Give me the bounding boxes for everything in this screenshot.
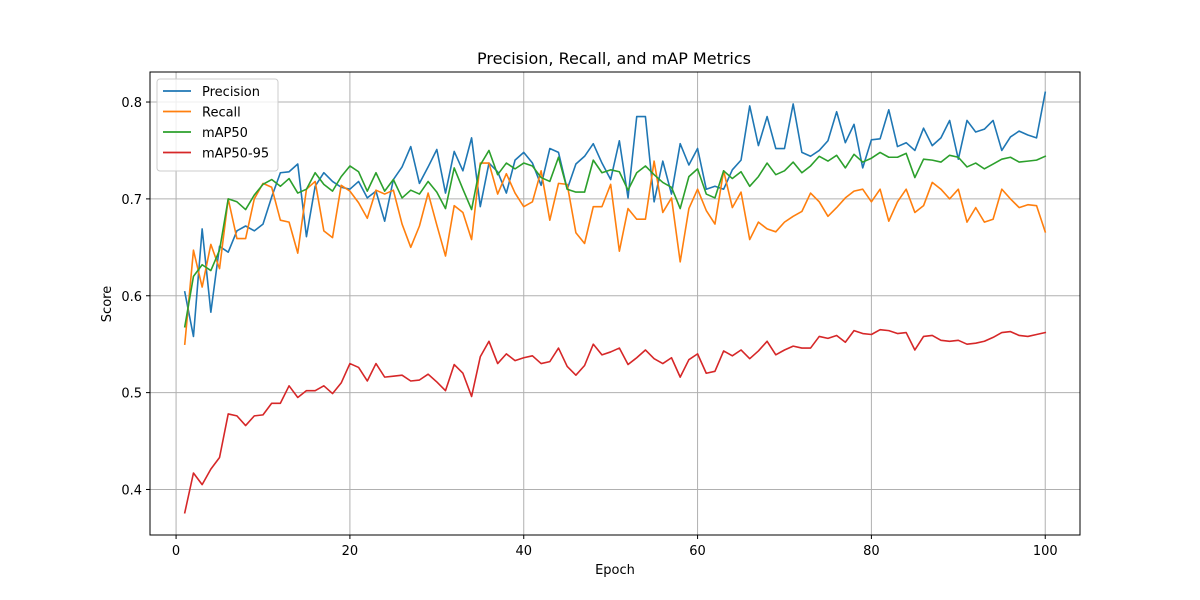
x-axis-label: Epoch — [595, 563, 635, 578]
series-line-precision — [183, 91, 1047, 338]
x-tick-label: 20 — [342, 544, 359, 559]
y-tick-label: 0.4 — [121, 483, 142, 498]
legend-label: Recall — [202, 106, 241, 121]
grid-lines — [150, 72, 1080, 535]
y-tick-label: 0.7 — [121, 193, 142, 208]
y-axis-label: Score — [100, 286, 115, 322]
legend-label: mAP50-95 — [202, 147, 269, 162]
chart-title: Precision, Recall, and mAP Metrics — [477, 49, 751, 68]
legend-label: mAP50 — [202, 126, 248, 141]
x-axis: 0 20 40 60 80 100 — [172, 535, 1058, 559]
x-tick-label: 0 — [172, 544, 180, 559]
y-tick-label: 0.8 — [121, 96, 142, 111]
series-line-recall — [183, 160, 1047, 346]
legend-label: Precision — [202, 85, 260, 100]
x-tick-label: 100 — [1033, 544, 1058, 559]
series-layer — [183, 91, 1047, 514]
legend-box — [156, 78, 279, 172]
series-line-map50-95 — [183, 328, 1047, 514]
y-tick-label: 0.6 — [121, 290, 142, 305]
series-line-map50 — [183, 149, 1047, 328]
x-tick-label: 40 — [515, 544, 532, 559]
x-tick-label: 60 — [689, 544, 706, 559]
y-tick-label: 0.5 — [121, 387, 142, 402]
plot-frame — [149, 71, 1081, 536]
legend: Precision Recall mAP50 mAP50-95 — [156, 78, 279, 172]
x-tick-label: 80 — [863, 544, 880, 559]
y-axis: 0.4 0.5 0.6 0.7 0.8 — [121, 96, 150, 498]
